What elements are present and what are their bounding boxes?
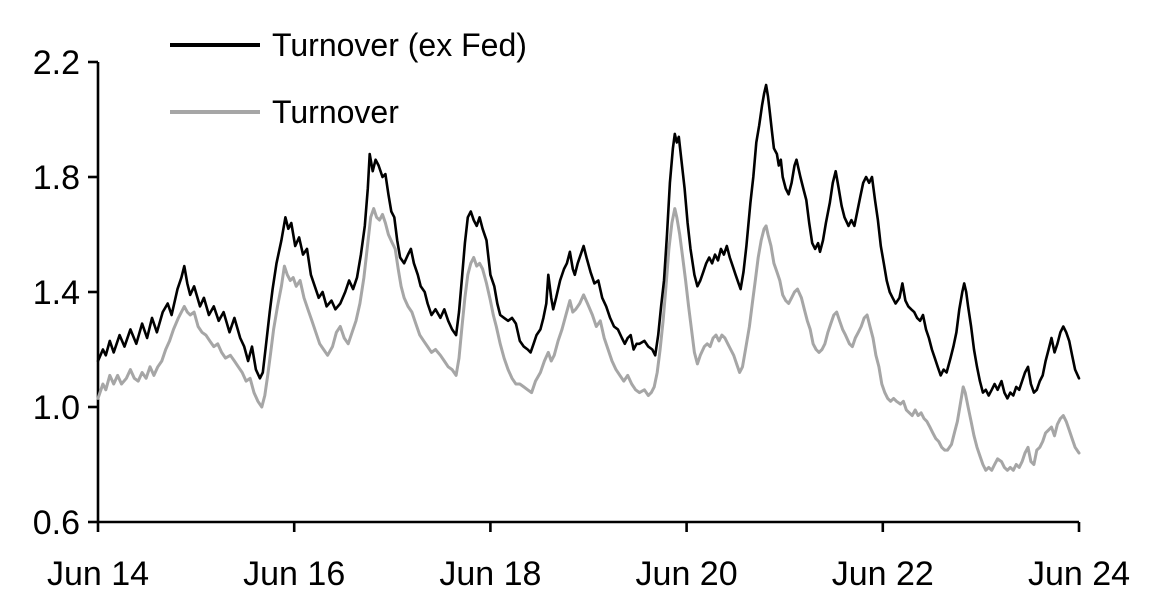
x-tick-label: Jun 16 xyxy=(243,555,345,593)
legend-label-turnover-ex-fed: Turnover (ex Fed) xyxy=(272,27,527,63)
x-tick-label: Jun 20 xyxy=(636,555,738,593)
legend-label-turnover: Turnover xyxy=(272,94,399,130)
y-tick-label: 1.8 xyxy=(33,159,80,197)
x-tick-label: Jun 14 xyxy=(47,555,149,593)
x-axis-labels: Jun 14 Jun 16 Jun 18 Jun 20 Jun 22 Jun 24 xyxy=(47,555,1130,593)
y-tick-label: 1.0 xyxy=(33,389,80,427)
x-tick-label: Jun 18 xyxy=(439,555,541,593)
axes xyxy=(96,62,1079,524)
axis-lines xyxy=(96,62,1079,524)
series-line-turnover-ex-fed xyxy=(96,83,1081,400)
y-tick-label: 0.6 xyxy=(33,504,80,542)
series-line-turnover xyxy=(96,207,1081,472)
x-axis-ticks xyxy=(96,522,1081,532)
y-tick-label: 1.4 xyxy=(33,274,80,312)
x-tick-label: Jun 24 xyxy=(1028,555,1130,593)
legend: Turnover (ex Fed) Turnover xyxy=(170,27,527,130)
y-axis-ticks xyxy=(88,60,98,524)
y-axis-labels: 0.6 1.0 1.4 1.8 2.2 xyxy=(33,44,80,542)
series-lines xyxy=(96,83,1081,472)
y-tick-label: 2.2 xyxy=(33,44,80,82)
x-tick-label: Jun 22 xyxy=(832,555,934,593)
